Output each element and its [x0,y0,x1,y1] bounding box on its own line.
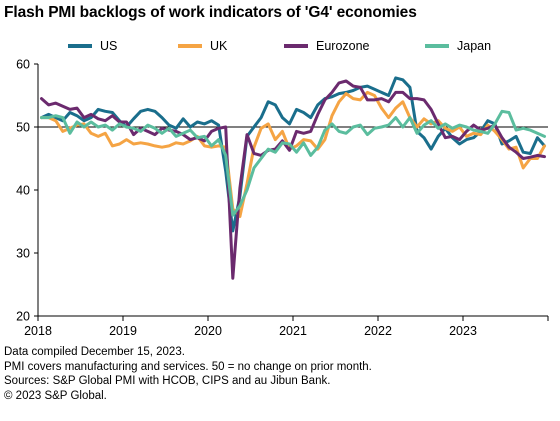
legend-item-eurozone: Eurozone [284,36,370,56]
legend-label: Japan [457,39,492,53]
chart-notes: Data compiled December 15, 2023. PMI cov… [4,345,372,403]
y-tick-label: 50 [16,121,30,135]
legend-swatch [68,44,92,48]
legend-item-japan: Japan [425,36,491,56]
x-tick-label: 2018 [24,324,52,338]
legend-label: Eurozone [316,39,370,53]
x-tick-label: 2021 [279,324,307,338]
legend-label: US [100,39,118,53]
x-tick-label: 2019 [109,324,137,338]
legend-label: UK [210,39,228,53]
legend-swatch [178,44,202,48]
legend-swatch [425,44,449,48]
series-line-uk [40,90,546,218]
chart-title: Flash PMI backlogs of work indicators of… [4,4,417,21]
x-tick-label: 2022 [364,324,392,338]
x-tick-label: 2023 [449,324,477,338]
note-sources: Sources: S&P Global PMI with HCOB, CIPS … [4,375,331,387]
chart-legend: US UK Eurozone Japan [0,36,560,56]
series-line-eurozone [40,79,546,280]
series-line-us [40,76,546,233]
legend-swatch [284,44,308,48]
series-line-japan [40,109,546,217]
note-coverage: PMI covers manufacturing and services. 5… [4,360,372,373]
legend-item-us: US [68,36,117,56]
note-copyright: © 2023 S&P Global. [4,389,107,402]
y-tick-label: 20 [16,310,30,324]
y-tick-label: 30 [16,247,30,261]
x-tick-label: 2020 [194,324,222,338]
y-tick-label: 60 [16,58,30,72]
note-data-compiled: Data compiled December 15, 2023. [4,346,185,358]
y-tick-label: 40 [16,184,30,198]
legend-item-uk: UK [178,36,227,56]
